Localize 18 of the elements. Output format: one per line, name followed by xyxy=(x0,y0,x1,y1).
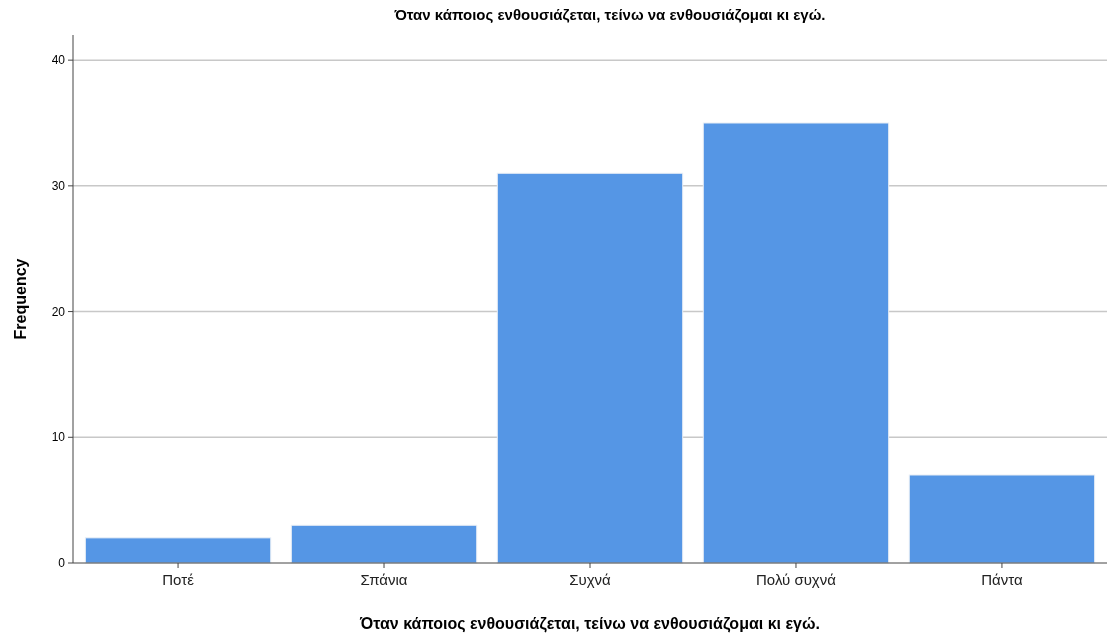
x-axis-title: Όταν κάποιος ενθουσιάζεται, τείνω να ενθουσιάζομαι κι εγώ. xyxy=(359,615,820,633)
x-tick-label: Πάντα xyxy=(981,571,1023,588)
bar xyxy=(702,122,890,564)
y-tick-label: 0 xyxy=(58,556,66,571)
x-tick-label: Συχνά xyxy=(569,571,612,588)
chart-title: Όταν κάποιος ενθουσιάζεται, τείνω να ενθουσιάζομαι κι εγώ. xyxy=(393,6,826,23)
bar xyxy=(84,537,272,564)
x-tick-label: Πολύ συχνά xyxy=(756,571,837,588)
x-tick-label: Σπάνια xyxy=(360,571,408,588)
y-axis-title: Frequency xyxy=(12,258,29,340)
y-tick-label: 20 xyxy=(51,304,66,319)
bar xyxy=(290,524,478,564)
bar xyxy=(908,474,1096,564)
x-tick-label: Ποτέ xyxy=(162,571,195,588)
y-tick-label: 40 xyxy=(51,53,66,68)
bar xyxy=(496,172,684,564)
y-tick-label: 30 xyxy=(51,179,66,194)
y-tick-label: 10 xyxy=(51,430,66,445)
